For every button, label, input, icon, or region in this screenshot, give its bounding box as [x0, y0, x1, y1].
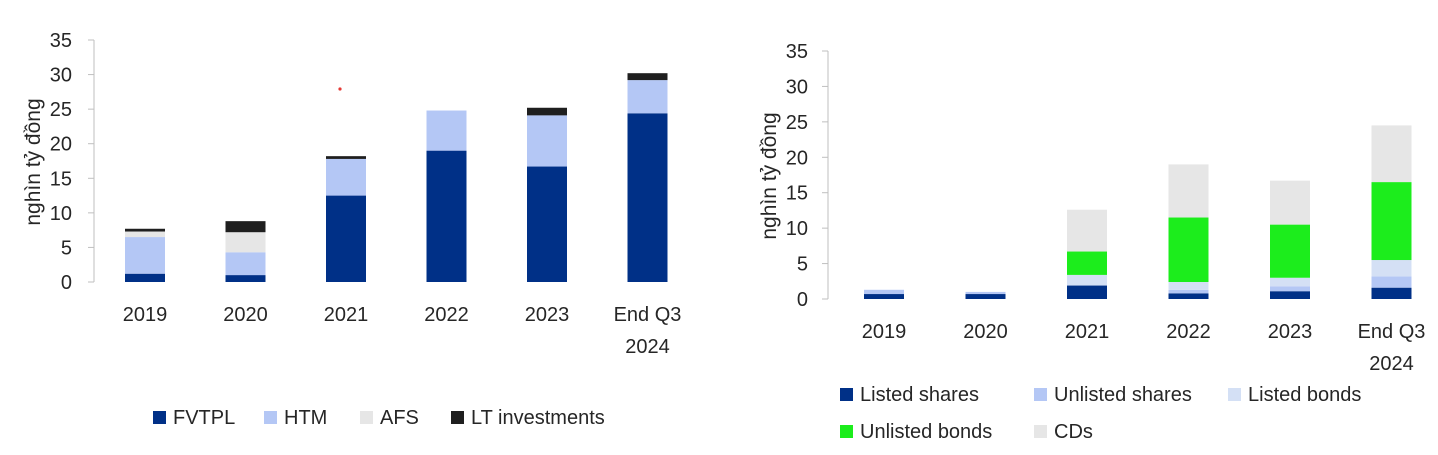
y-tick-label: 35	[786, 41, 808, 63]
bar-segment	[1270, 180, 1310, 225]
bar-segment	[1270, 286, 1310, 292]
x-tick-label: 2024	[1369, 353, 1414, 375]
y-tick-label: 10	[50, 203, 72, 225]
y-tick-label: 15	[50, 168, 72, 190]
bar-segment	[1168, 164, 1209, 218]
legend-label: HTM	[284, 407, 327, 429]
y-tick-label: 5	[797, 254, 808, 276]
bar-segment	[225, 232, 266, 253]
bar-segment	[1067, 274, 1107, 286]
y-tick-label: 25	[50, 99, 72, 121]
x-tick-label: 2021	[324, 304, 369, 326]
legend-label: Listed bonds	[1248, 384, 1361, 406]
legend-swatch	[1034, 388, 1047, 401]
x-tick-label: 2022	[424, 304, 469, 326]
legend-swatch	[360, 411, 373, 424]
bar-segment	[326, 156, 366, 159]
x-tick-label: 2019	[862, 321, 907, 343]
x-tick-label: 2024	[625, 336, 670, 358]
legend-swatch	[1228, 388, 1241, 401]
legend-label: CDs	[1054, 421, 1093, 443]
bar-segment	[1371, 125, 1412, 183]
bar-segment	[1371, 260, 1412, 277]
bar-segment	[527, 107, 567, 116]
bar-segment	[1371, 287, 1412, 299]
bar-segment	[225, 221, 266, 233]
x-tick-label: 2020	[223, 304, 268, 326]
bar-segment	[864, 289, 904, 295]
bar-segment	[1168, 293, 1209, 299]
legend-label: Unlisted bonds	[860, 421, 992, 443]
y-tick-label: 30	[786, 76, 808, 98]
y-tick-label: 10	[786, 218, 808, 240]
bar-segment	[1270, 224, 1310, 278]
legend-swatch	[840, 388, 853, 401]
legend-label: AFS	[380, 407, 419, 429]
bar-segment	[864, 294, 904, 299]
bar-segment	[965, 291, 1006, 295]
bar-segment	[1168, 289, 1209, 294]
bar-segment	[1371, 182, 1412, 261]
y-axis-label: nghìn tỷ đồng	[22, 98, 45, 225]
legend-swatch	[840, 425, 853, 438]
y-tick-label: 0	[797, 289, 808, 311]
bar-segment	[527, 166, 567, 282]
y-tick-label: 0	[61, 272, 72, 294]
bar-segment	[627, 73, 668, 81]
y-axis-label: nghìn tỷ đồng	[758, 112, 781, 239]
x-tick-label: 2023	[1268, 321, 1313, 343]
x-tick-label: 2021	[1065, 321, 1110, 343]
bar-segment	[225, 275, 266, 282]
bar-segment	[125, 228, 165, 232]
bar-segment	[125, 273, 165, 282]
bar-segment	[426, 150, 467, 282]
x-tick-label: 2020	[963, 321, 1008, 343]
bar-segment	[1270, 277, 1310, 287]
legend-label: FVTPL	[173, 407, 235, 429]
y-tick-label: 30	[50, 65, 72, 87]
bar-segment	[1371, 276, 1412, 288]
bar-segment	[627, 113, 668, 282]
bar-segment	[326, 195, 366, 282]
bar-segment	[1168, 217, 1209, 282]
x-tick-label: End Q3	[614, 304, 682, 326]
bar-segment	[1067, 285, 1107, 299]
legend-swatch	[1034, 425, 1047, 438]
bar-segment	[125, 231, 165, 238]
y-tick-label: 15	[786, 183, 808, 205]
y-tick-label: 35	[50, 30, 72, 52]
bar-segment	[627, 80, 668, 114]
chart-2: 0 5 10 15 20 25 30 35 nghìn tỷ đồng 2019 2020 2021 2…	[758, 41, 1425, 443]
bar-segment	[1270, 291, 1310, 299]
bar-segment	[125, 237, 165, 274]
bar-segment	[225, 252, 266, 276]
chart-1: 0 5 10 15 20 25 30 35 nghìn tỷ đồng 2019 2020 2021 2…	[22, 30, 681, 429]
legend-swatch	[451, 411, 464, 424]
y-tick-label: 20	[50, 134, 72, 156]
legend-label: Listed shares	[860, 384, 979, 406]
legend-swatch	[153, 411, 166, 424]
y-tick-label: 25	[786, 112, 808, 134]
stray-dot	[338, 87, 342, 91]
legend-label: Unlisted shares	[1054, 384, 1192, 406]
bar-segment	[326, 158, 366, 196]
bar-segment	[426, 110, 467, 151]
x-tick-label: End Q3	[1358, 321, 1426, 343]
x-tick-label: 2023	[525, 304, 570, 326]
bar-segment	[1067, 209, 1107, 252]
y-tick-label: 5	[61, 237, 72, 259]
x-tick-label: 2022	[1166, 321, 1211, 343]
bar-segment	[1168, 281, 1209, 290]
x-tick-label: 2019	[123, 304, 168, 326]
bar-segment	[965, 294, 1006, 299]
legend-label: LT investments	[471, 407, 605, 429]
bar-segment	[527, 115, 567, 167]
legend-swatch	[264, 411, 277, 424]
bar-segment	[1067, 251, 1107, 275]
y-tick-label: 20	[786, 147, 808, 169]
